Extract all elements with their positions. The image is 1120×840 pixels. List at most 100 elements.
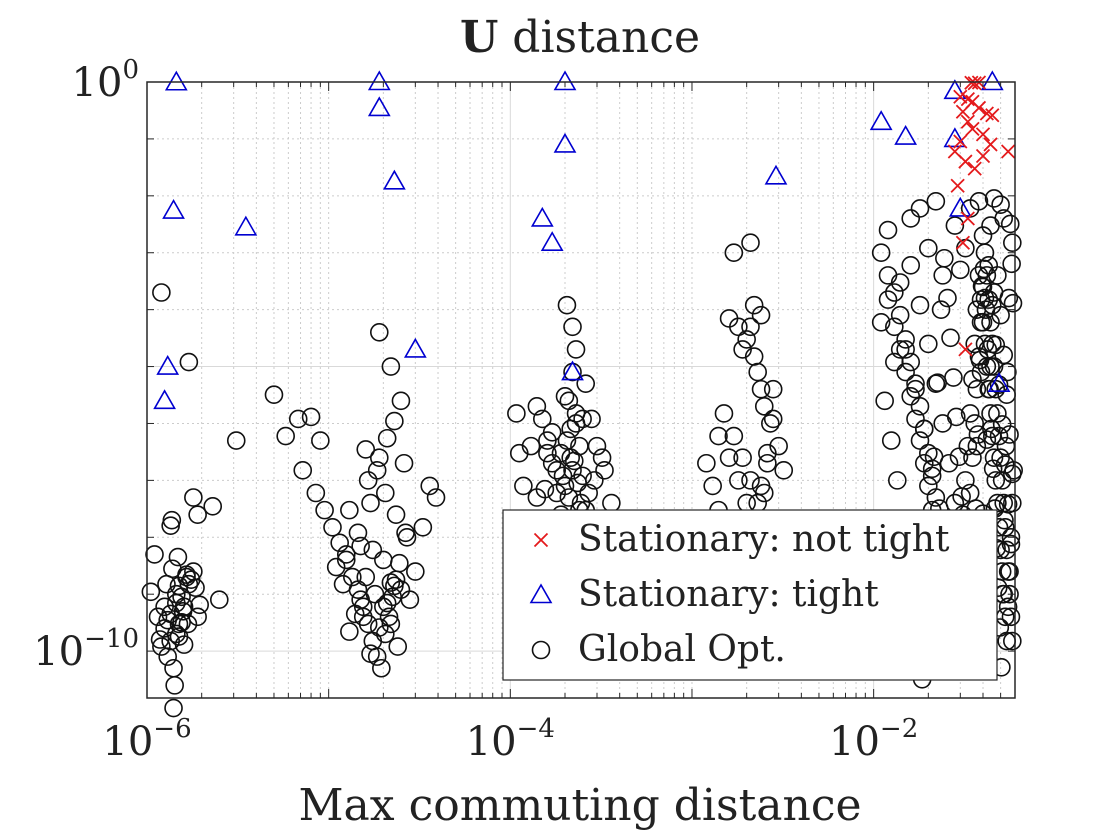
data-point bbox=[179, 352, 199, 372]
data-point bbox=[741, 233, 760, 253]
legend-marker bbox=[533, 532, 549, 548]
data-point bbox=[769, 436, 788, 456]
data-point bbox=[1001, 607, 1021, 627]
data-point bbox=[559, 391, 579, 411]
data-point bbox=[894, 124, 918, 145]
data-point bbox=[1001, 534, 1021, 554]
data-point bbox=[385, 576, 404, 596]
data-point bbox=[361, 644, 380, 664]
data-point bbox=[960, 211, 975, 226]
data-point bbox=[358, 471, 378, 490]
data-point bbox=[758, 443, 777, 463]
data-point bbox=[741, 317, 760, 337]
data-point bbox=[420, 476, 440, 496]
data-point bbox=[148, 607, 168, 627]
data-point bbox=[941, 328, 960, 348]
data-point bbox=[391, 391, 411, 411]
data-point bbox=[709, 426, 728, 446]
data-point bbox=[919, 334, 938, 354]
data-point bbox=[165, 676, 184, 695]
data-point bbox=[910, 397, 930, 416]
data-point bbox=[1000, 425, 1019, 444]
data-point bbox=[369, 322, 389, 342]
data-point bbox=[288, 409, 308, 429]
data-point bbox=[733, 448, 752, 468]
data-point bbox=[158, 647, 177, 666]
data-point bbox=[388, 637, 408, 656]
data-point bbox=[356, 440, 376, 459]
data-point bbox=[881, 431, 901, 450]
data-point bbox=[576, 374, 596, 393]
data-point bbox=[714, 404, 734, 423]
data-point bbox=[919, 476, 938, 496]
data-point bbox=[361, 493, 380, 513]
data-point bbox=[982, 419, 1001, 439]
data-point bbox=[985, 108, 1000, 123]
chart-title-bold: U bbox=[460, 12, 498, 63]
legend-marker-tight bbox=[529, 583, 553, 604]
data-point bbox=[983, 295, 1002, 315]
data-point bbox=[741, 471, 760, 490]
data-point bbox=[955, 235, 971, 250]
data-point bbox=[967, 436, 987, 456]
data-point bbox=[587, 436, 607, 456]
x-tick-label: 10−2 bbox=[829, 714, 918, 765]
x-tick-label-base: 10 bbox=[829, 719, 880, 765]
x-tick-label-base: 10 bbox=[102, 719, 153, 765]
legend-label-global-opt: Global Opt. bbox=[578, 629, 786, 670]
data-point bbox=[400, 590, 420, 610]
data-point bbox=[1000, 584, 1019, 604]
data-point bbox=[946, 407, 966, 427]
data-point bbox=[975, 127, 991, 142]
data-point bbox=[901, 209, 921, 228]
data-point bbox=[351, 536, 370, 556]
legend-marker bbox=[529, 583, 553, 604]
data-point bbox=[999, 288, 1019, 308]
data-point bbox=[933, 266, 953, 285]
data-point bbox=[952, 487, 971, 506]
data-point bbox=[164, 70, 188, 91]
data-point bbox=[973, 312, 993, 332]
data-point bbox=[958, 342, 973, 357]
data-point bbox=[369, 448, 389, 468]
data-point bbox=[375, 624, 395, 644]
data-point bbox=[869, 110, 893, 131]
data-point bbox=[719, 448, 739, 468]
data-point bbox=[145, 545, 164, 564]
data-point bbox=[1003, 293, 1023, 313]
data-point bbox=[949, 447, 969, 467]
data-point bbox=[948, 196, 972, 217]
y-tick-label: 10−10 bbox=[33, 624, 139, 675]
data-point bbox=[938, 288, 957, 308]
data-point bbox=[343, 567, 362, 587]
data-point bbox=[164, 698, 183, 718]
data-point bbox=[333, 574, 353, 594]
series-circle bbox=[141, 189, 1023, 718]
data-point bbox=[188, 505, 207, 524]
data-point bbox=[345, 604, 365, 624]
x-tick-label: 10−6 bbox=[102, 714, 191, 765]
data-point bbox=[998, 597, 1018, 617]
data-point bbox=[758, 453, 777, 473]
data-point bbox=[971, 100, 987, 116]
data-point bbox=[978, 340, 998, 359]
data-point bbox=[1001, 144, 1016, 159]
data-point bbox=[530, 206, 554, 227]
data-point bbox=[763, 379, 783, 399]
y-tick-label-base: 10 bbox=[33, 629, 84, 675]
data-point bbox=[926, 192, 946, 211]
data-point bbox=[209, 590, 229, 610]
data-point bbox=[737, 330, 756, 349]
data-point bbox=[595, 461, 614, 480]
data-point bbox=[1003, 233, 1022, 253]
x-tick-label-exponent: −4 bbox=[517, 714, 555, 744]
data-point bbox=[910, 199, 930, 218]
data-point bbox=[871, 243, 891, 263]
data-point bbox=[374, 550, 393, 570]
data-point bbox=[553, 466, 573, 486]
data-point bbox=[563, 461, 582, 480]
data-point bbox=[951, 260, 970, 280]
data-point bbox=[983, 459, 1003, 479]
data-point bbox=[367, 70, 391, 91]
